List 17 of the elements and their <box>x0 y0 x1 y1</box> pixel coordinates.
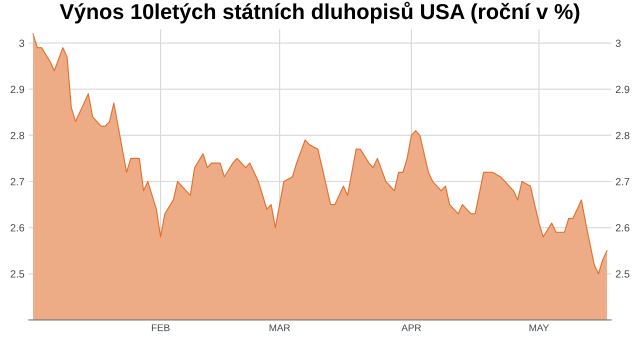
y2-tick-label: 2.6 <box>616 224 630 232</box>
y2-tick-label: 2.7 <box>616 178 630 186</box>
y2-tick-label: 2.9 <box>616 86 630 94</box>
y-tick-label: 2.6 <box>10 224 24 232</box>
x-tick-label: FEB <box>152 324 170 332</box>
x-tick-label: MAY <box>530 324 549 332</box>
y-tick-label: 3 <box>19 40 24 47</box>
y2-tick-label: 2.8 <box>616 132 630 140</box>
y-tick-label: 2.9 <box>10 86 24 94</box>
y2-tick-label: 2.5 <box>616 270 630 278</box>
y-tick-label: 2.7 <box>10 178 24 186</box>
chart-title: Výnos 10letých státních dluhopisů USA (roční v %) <box>60 2 580 24</box>
x-tick-label: APR <box>401 324 421 332</box>
y-tick-label: 2.8 <box>10 132 24 140</box>
y2-tick-label: 3 <box>616 40 621 47</box>
y-tick-label: 2.5 <box>10 270 24 278</box>
x-tick-label: MAR <box>270 324 290 332</box>
